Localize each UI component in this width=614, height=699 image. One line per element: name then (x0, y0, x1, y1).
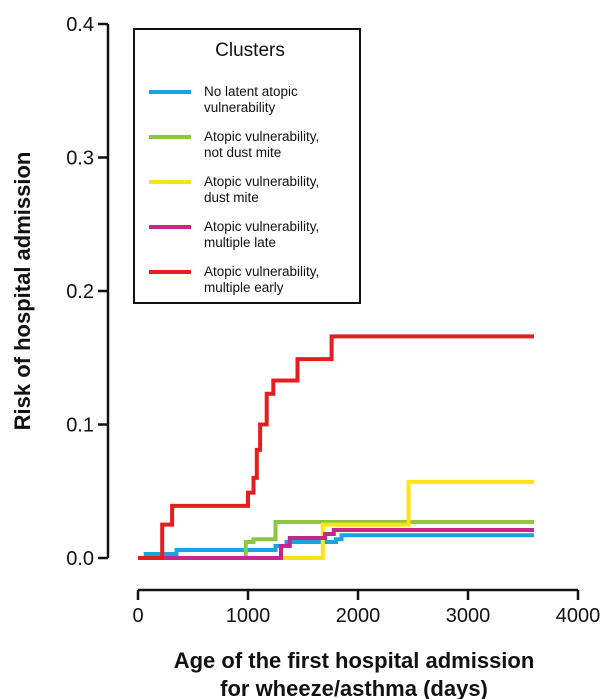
y-axis-title: Risk of hospital admission (10, 152, 35, 431)
legend-label-1: vulnerability (204, 100, 276, 115)
plot-area (138, 334, 534, 560)
x-tick-label: 1000 (226, 605, 271, 627)
legend-label-5: Atopic vulnerability, (204, 264, 319, 279)
legend-label-3: Atopic vulnerability, (204, 174, 319, 189)
series-line-5 (138, 334, 534, 560)
x-tick-label: 4000 (556, 605, 601, 627)
x-tick-label: 3000 (446, 605, 491, 627)
series-line-2 (138, 519, 534, 560)
legend-title: Clusters (215, 40, 285, 61)
x-axis-title: for wheeze/asthma (days) (220, 676, 488, 699)
series-line-1 (138, 533, 534, 560)
legend-label-4: multiple late (204, 235, 276, 250)
legend-label-1: No latent atopic (204, 84, 298, 99)
legend-label-2: Atopic vulnerability, (204, 129, 319, 144)
legend-label-2: not dust mite (204, 145, 281, 160)
y-tick-label: 0.1 (66, 415, 94, 437)
legend-label-3: dust mite (204, 190, 259, 205)
y-tick-label: 0.4 (66, 14, 94, 36)
x-tick-label: 0 (132, 605, 143, 627)
legend-label-5: multiple early (204, 280, 284, 295)
legend-box (133, 28, 361, 304)
y-tick-label: 0.2 (66, 281, 94, 303)
x-axis-title: Age of the first hospital admission (174, 648, 535, 673)
legend-label-4: Atopic vulnerability, (204, 219, 319, 234)
y-tick-label: 0.3 (66, 148, 94, 170)
series-line-4 (138, 527, 534, 560)
axes: 0.0 0.1 0.2 0.3 0.4 0 1000 2000 3000 4000 Age of t… (10, 14, 600, 699)
y-tick-label: 0.0 (66, 548, 94, 570)
x-tick-label: 2000 (336, 605, 381, 627)
series-line-3 (138, 479, 534, 560)
